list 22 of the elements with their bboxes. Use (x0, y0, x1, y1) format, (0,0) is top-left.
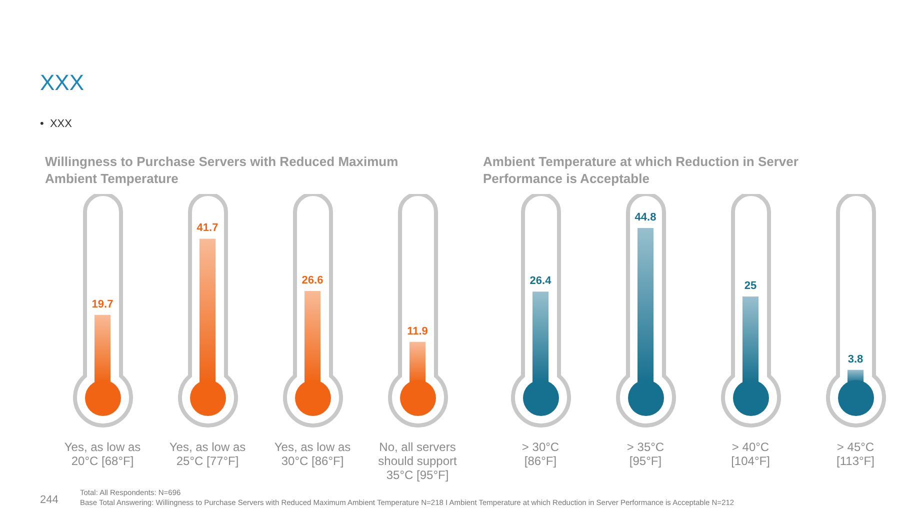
x-tick-label: No, all servers should support 35°C [95°F] (378, 440, 458, 482)
text: XXX (40, 70, 84, 96)
x-tick-label: Yes, as low as 30°C [86°F] (274, 440, 351, 468)
data-label: 44.8 (634, 211, 656, 224)
data-label: 25 (744, 280, 757, 292)
chart-title: Willingness to Purchase Servers with Reduced Maximum Ambient Temperature (45, 154, 398, 186)
x-tick-label: Yes, as low as 20°C [68°F] (64, 440, 141, 468)
chart-title: Ambient Temperature at which Reduction in Server Performance is Acceptable (483, 154, 798, 186)
data-label: 26.4 (530, 275, 552, 288)
data-label: 3.8 (848, 353, 864, 366)
bar (848, 370, 864, 383)
x-tick-label: > 35°C [95°F] (626, 440, 664, 468)
x-tick-label: > 45°C [113°F] (836, 440, 874, 468)
data-label: 19.7 (92, 298, 114, 310)
data-label: 26.6 (302, 274, 324, 286)
x-tick-label: > 30°C [86°F] (522, 440, 560, 468)
text: 244 (40, 494, 58, 506)
data-label: 41.7 (196, 222, 218, 234)
x-tick-label: Yes, as low as 25°C [77°F] (169, 440, 246, 468)
text: • XXX (40, 118, 72, 130)
data-label: 11.9 (407, 325, 428, 338)
x-tick-label: > 40°C [104°F] (731, 440, 770, 468)
